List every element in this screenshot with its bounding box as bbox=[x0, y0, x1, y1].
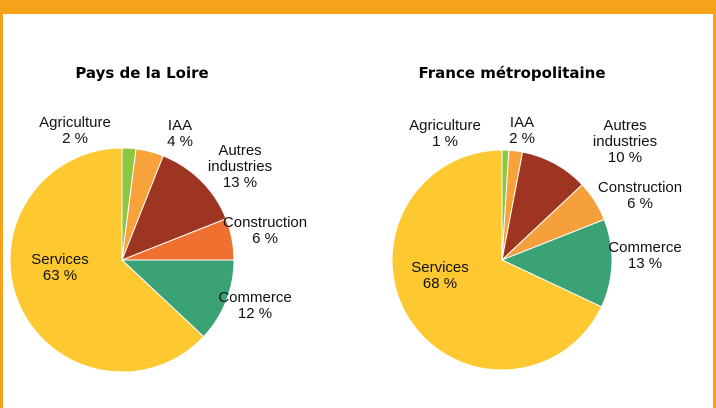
slice-label: Construction bbox=[222, 214, 308, 231]
chart-title: Pays de la Loire bbox=[75, 64, 209, 82]
slice-value: 13 % bbox=[222, 174, 258, 191]
top-bar bbox=[0, 0, 716, 14]
slice-value: 6 % bbox=[627, 195, 653, 212]
pie-slice bbox=[121, 155, 227, 261]
slice-label: IAA bbox=[167, 117, 193, 134]
slice-value: 10 % bbox=[607, 149, 643, 166]
slice-label: Agriculture bbox=[39, 114, 111, 131]
slice-value: 4 % bbox=[167, 133, 193, 150]
pie-slice bbox=[120, 259, 235, 338]
slice-value: 6 % bbox=[252, 230, 278, 247]
slice-label: IAA bbox=[509, 114, 535, 131]
left-border bbox=[0, 0, 3, 408]
slice-label: Services bbox=[31, 251, 89, 268]
slice-value: 2 % bbox=[509, 130, 535, 147]
slice-value: 2 % bbox=[62, 130, 88, 147]
slice-label: Services bbox=[411, 259, 469, 276]
chart-title: France métropolitaine bbox=[418, 64, 606, 82]
slice-value: 1 % bbox=[432, 133, 458, 150]
pie-slice bbox=[500, 218, 613, 308]
slice-value: 68 % bbox=[422, 275, 458, 292]
slice-value: 63 % bbox=[42, 267, 78, 284]
slice-value: 12 % bbox=[237, 305, 273, 322]
slice-label: Commerce bbox=[218, 289, 292, 306]
pie-slice bbox=[391, 149, 603, 371]
right-border bbox=[713, 0, 716, 408]
slice-label: Commerce bbox=[608, 239, 682, 256]
slice-label: Agriculture bbox=[409, 117, 481, 134]
slice-label: Construction bbox=[597, 179, 683, 196]
slice-value: 13 % bbox=[627, 255, 663, 272]
pie-slice bbox=[9, 147, 205, 373]
slice-label: Autres industries bbox=[207, 142, 273, 175]
slice-label: Autres industries bbox=[592, 117, 658, 150]
